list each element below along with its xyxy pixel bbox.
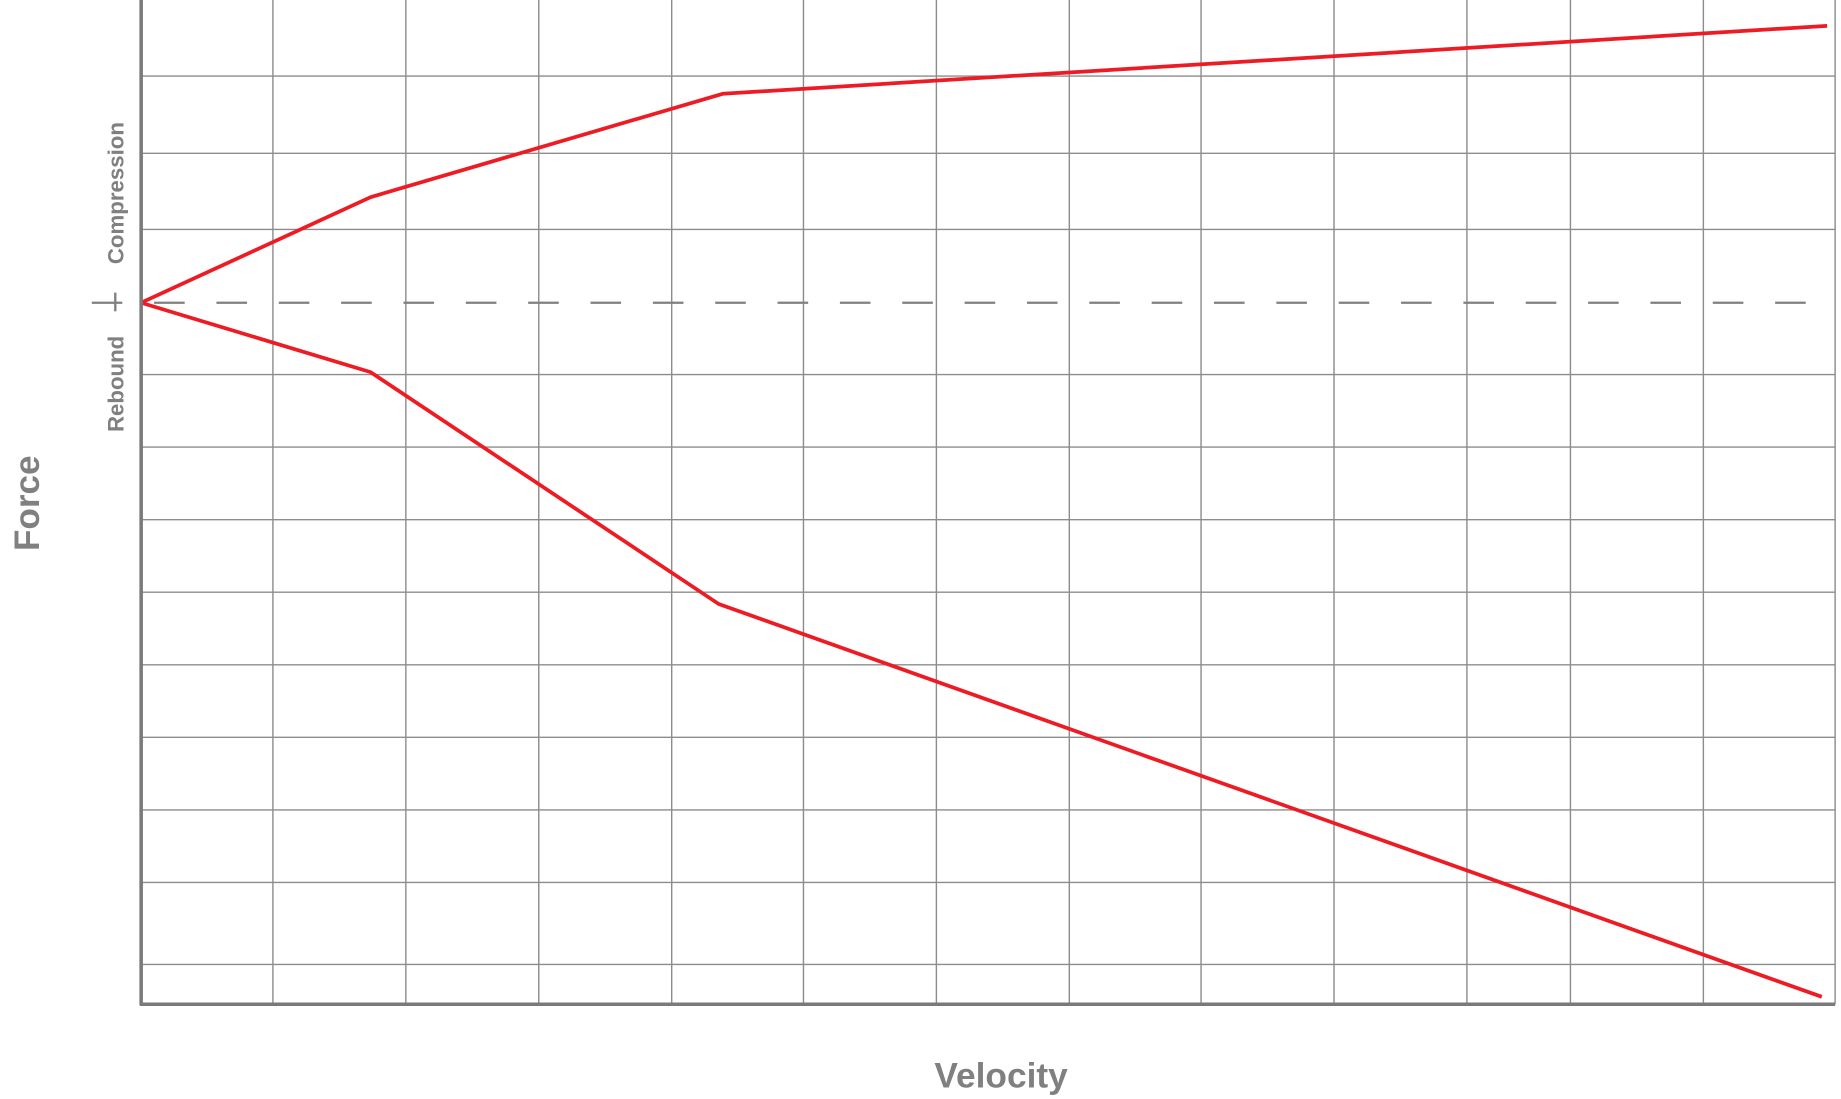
series-group [140, 23, 1828, 999]
grid [141, 0, 1836, 1005]
axes [139, 0, 1836, 1006]
x-axis-label: Velocity [934, 1056, 1068, 1095]
y-axis-label: Force [8, 455, 47, 551]
series-line-rebound [140, 300, 1823, 999]
compression-label: Compression [103, 122, 128, 264]
rebound-label: Rebound [103, 336, 128, 432]
series-line-compression [140, 23, 1828, 305]
